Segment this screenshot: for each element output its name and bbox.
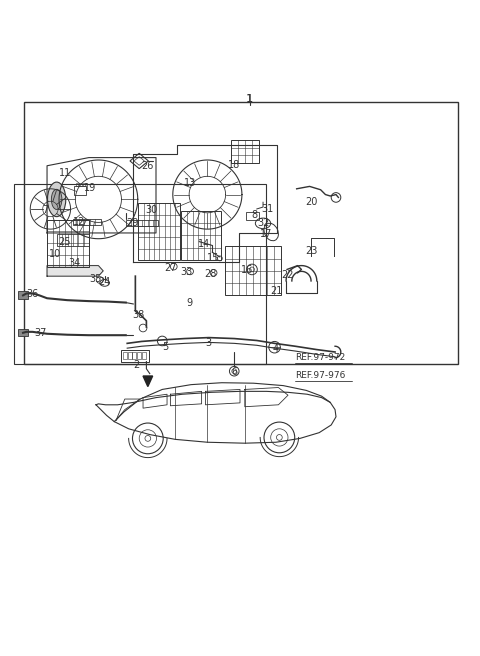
- Text: 31: 31: [262, 204, 274, 214]
- Text: 11: 11: [59, 169, 71, 178]
- Bar: [181, 211, 221, 260]
- Polygon shape: [47, 266, 103, 276]
- Bar: [47, 220, 89, 266]
- Bar: [132, 352, 136, 359]
- Bar: [231, 140, 259, 163]
- Bar: [74, 186, 86, 195]
- Bar: [128, 352, 132, 359]
- Bar: [138, 203, 180, 260]
- Text: 6: 6: [231, 367, 237, 377]
- Text: 26: 26: [142, 161, 154, 171]
- Text: 17: 17: [260, 230, 273, 239]
- Bar: [246, 212, 259, 220]
- Text: 30: 30: [145, 205, 157, 215]
- Bar: [123, 352, 127, 359]
- Ellipse shape: [48, 182, 66, 216]
- Text: 3: 3: [206, 338, 212, 348]
- Ellipse shape: [51, 190, 62, 209]
- Text: 29: 29: [126, 218, 138, 228]
- Bar: [73, 219, 101, 225]
- Text: 4: 4: [273, 344, 279, 354]
- Text: 8: 8: [252, 210, 257, 220]
- Text: 2: 2: [133, 360, 140, 371]
- Text: 18: 18: [228, 160, 240, 170]
- Text: 20: 20: [305, 197, 317, 207]
- Text: 35: 35: [89, 274, 101, 283]
- Text: 1: 1: [247, 94, 252, 104]
- Bar: [76, 183, 78, 186]
- Text: 5: 5: [162, 342, 169, 352]
- Bar: [137, 352, 141, 359]
- Text: 32: 32: [257, 218, 269, 228]
- Text: 7: 7: [42, 205, 49, 215]
- Bar: [57, 234, 89, 247]
- Text: 9: 9: [187, 298, 192, 308]
- Text: 12: 12: [73, 217, 85, 228]
- Text: 13: 13: [183, 178, 196, 188]
- Text: 36: 36: [26, 289, 39, 299]
- Bar: [18, 291, 28, 298]
- Bar: [83, 183, 85, 186]
- Text: 1: 1: [246, 94, 253, 104]
- Text: 38: 38: [132, 310, 144, 319]
- Text: 14: 14: [198, 239, 210, 249]
- Text: 22: 22: [281, 270, 293, 280]
- Text: 34: 34: [68, 258, 81, 268]
- Text: 27: 27: [164, 263, 177, 273]
- Text: 28: 28: [204, 269, 216, 279]
- Bar: [24, 102, 458, 364]
- Bar: [121, 350, 149, 361]
- Text: 21: 21: [270, 285, 282, 296]
- Text: 10: 10: [49, 249, 61, 258]
- Text: 23: 23: [305, 246, 317, 256]
- Text: REF.97-972: REF.97-972: [295, 354, 346, 362]
- Text: 19: 19: [84, 183, 96, 193]
- Text: REF.97-976: REF.97-976: [295, 371, 346, 380]
- Bar: [79, 183, 82, 186]
- Bar: [126, 220, 158, 226]
- Text: 24: 24: [98, 277, 111, 287]
- Bar: [142, 352, 146, 359]
- Text: 15: 15: [207, 253, 220, 264]
- Text: 37: 37: [35, 328, 47, 338]
- Text: 16: 16: [241, 266, 253, 276]
- Bar: [18, 329, 28, 336]
- Text: 25: 25: [59, 237, 71, 247]
- Bar: [14, 184, 266, 364]
- Bar: [225, 247, 281, 295]
- Polygon shape: [143, 376, 153, 386]
- Text: 33: 33: [180, 267, 192, 277]
